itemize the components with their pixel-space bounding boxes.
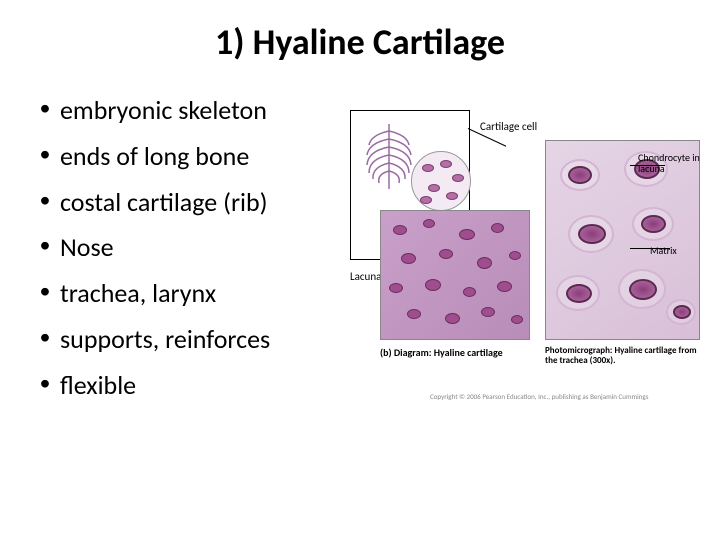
figure-area: Cartilage cell Lacunae (b) Diagram: Hyal… bbox=[350, 110, 710, 430]
list-item: • flexible bbox=[30, 369, 350, 403]
bullet-text: ends of long bone bbox=[60, 140, 249, 174]
bullet-text: trachea, larynx bbox=[60, 277, 216, 311]
cartilage-cell-label: Cartilage cell bbox=[480, 120, 537, 133]
bullet-text: flexible bbox=[60, 369, 136, 403]
bullet-marker: • bbox=[30, 323, 60, 352]
bullet-text: Nose bbox=[60, 231, 114, 265]
diagram-hyaline-panel bbox=[380, 210, 530, 340]
slide-title: 1) Hyaline Cartilage bbox=[0, 0, 720, 94]
bullet-text: supports, reinforces bbox=[60, 323, 270, 357]
bullet-marker: • bbox=[30, 186, 60, 215]
list-item: • Nose bbox=[30, 231, 350, 265]
bullet-marker: • bbox=[30, 369, 60, 398]
list-item: • trachea, larynx bbox=[30, 277, 350, 311]
bullet-marker: • bbox=[30, 94, 60, 123]
bullet-marker: • bbox=[30, 277, 60, 306]
ribcage-icon bbox=[359, 119, 419, 199]
bullet-marker: • bbox=[30, 231, 60, 260]
leader-line bbox=[630, 165, 665, 166]
caption-diagram: (b) Diagram: Hyaline cartilage bbox=[380, 346, 503, 359]
list-item: • embryonic skeleton bbox=[30, 94, 350, 128]
cartilage-cell-diagram bbox=[411, 151, 471, 211]
leader-line bbox=[630, 248, 670, 249]
bullet-text: embryonic skeleton bbox=[60, 94, 267, 128]
bullet-list: • embryonic skeleton • ends of long bone… bbox=[30, 94, 350, 415]
matrix-label: Matrix bbox=[650, 244, 677, 257]
chondrocyte-label: Chondrocyte in lacuna bbox=[638, 152, 710, 174]
list-item: • ends of long bone bbox=[30, 140, 350, 174]
caption-photomicrograph: Photomicrograph: Hyaline cartilage from … bbox=[545, 346, 710, 366]
list-item: • supports, reinforces bbox=[30, 323, 350, 357]
bullet-text: costal cartilage (rib) bbox=[60, 186, 268, 220]
bullet-marker: • bbox=[30, 140, 60, 169]
list-item: • costal cartilage (rib) bbox=[30, 186, 350, 220]
copyright-text: Copyright © 2006 Pearson Education, Inc.… bbox=[430, 392, 648, 401]
